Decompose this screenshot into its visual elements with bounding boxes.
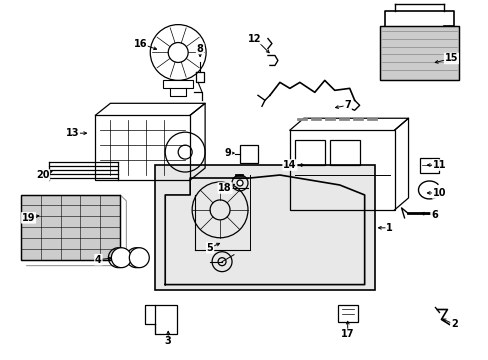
Text: 18: 18 [218, 183, 231, 193]
Text: 15: 15 [444, 54, 457, 63]
Bar [289, 130, 394, 210]
Text: 14: 14 [283, 160, 296, 170]
Bar [95, 115, 190, 180]
Text: 20: 20 [36, 170, 49, 180]
Text: 7: 7 [344, 100, 350, 110]
Circle shape [129, 248, 149, 268]
Bar [379, 26, 458, 80]
Bar [329, 140, 359, 165]
Text: 17: 17 [340, 329, 354, 339]
Text: 3: 3 [164, 336, 171, 346]
Text: 6: 6 [430, 210, 437, 220]
Bar [419, 158, 439, 173]
Bar [337, 305, 357, 323]
Text: 16: 16 [133, 39, 147, 49]
Text: 19: 19 [22, 213, 35, 223]
Text: 11: 11 [432, 160, 445, 170]
Text: 8: 8 [196, 44, 203, 54]
Bar [240, 145, 258, 163]
Text: 13: 13 [65, 128, 79, 138]
Text: 10: 10 [432, 188, 445, 198]
Bar [20, 195, 120, 260]
Text: 9: 9 [224, 148, 231, 158]
Circle shape [111, 248, 131, 268]
Text: 2: 2 [450, 319, 457, 329]
Bar [163, 80, 193, 88]
Bar [20, 195, 120, 260]
Bar [155, 305, 177, 334]
Circle shape [237, 180, 243, 186]
Text: 12: 12 [248, 33, 261, 44]
Bar [379, 26, 458, 80]
Bar [294, 140, 324, 165]
Bar [155, 165, 374, 289]
Text: 1: 1 [386, 223, 392, 233]
Text: 5: 5 [206, 243, 213, 253]
Text: 4: 4 [95, 255, 102, 265]
